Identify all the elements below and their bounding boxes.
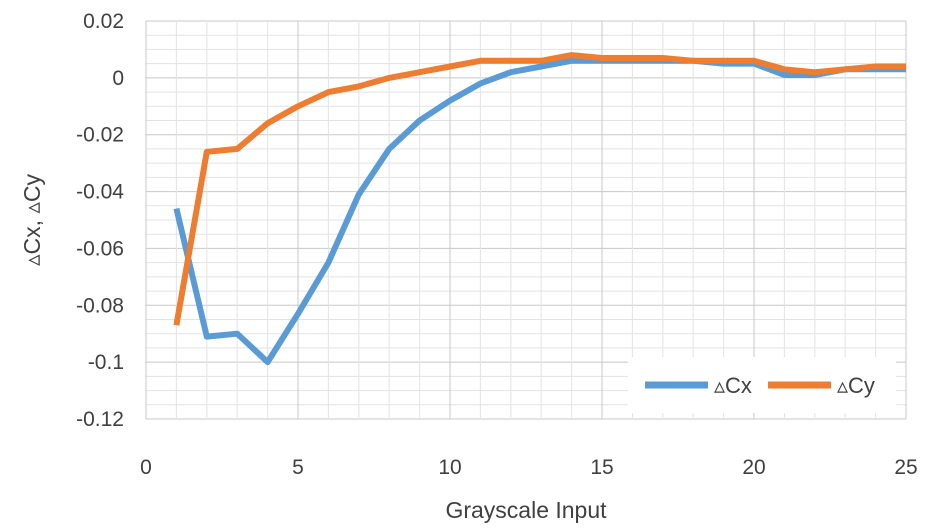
x-tick-label: 0 — [140, 456, 152, 479]
x-tick-label: 25 — [894, 456, 917, 479]
series-line-cx — [173, 57, 906, 366]
y-tick-label: -0.06 — [76, 237, 124, 260]
legend: ▵Cx ▵Cy — [628, 357, 896, 413]
y-tick-label: -0.04 — [76, 181, 124, 204]
y-tick-label: -0.08 — [76, 294, 124, 317]
legend-label-cy: ▵Cy — [837, 373, 875, 398]
series-line-cy — [173, 52, 906, 326]
x-tick-label: 20 — [742, 456, 765, 479]
y-tick-label: -0.02 — [76, 124, 124, 147]
y-tick-label: 0 — [112, 67, 124, 90]
gridlines — [145, 20, 907, 420]
y-axis-title: ▵Cx, ▵Cy — [19, 173, 45, 266]
legend-label-cx: ▵Cx — [714, 373, 752, 398]
y-tick-label: -0.1 — [88, 351, 124, 374]
x-axis-ticks: 0 5 10 15 20 25 — [140, 456, 918, 479]
y-axis-ticks: 0.02 0 -0.02 -0.04 -0.06 -0.08 -0.1 -0.12 — [76, 10, 124, 431]
y-tick-label: -0.12 — [76, 408, 124, 431]
x-tick-label: 5 — [292, 456, 304, 479]
x-tick-label: 15 — [590, 456, 613, 479]
series-lines — [173, 52, 906, 366]
x-axis-title: Grayscale Input — [445, 497, 607, 523]
y-tick-label: 0.02 — [83, 10, 124, 33]
x-tick-label: 10 — [438, 456, 461, 479]
